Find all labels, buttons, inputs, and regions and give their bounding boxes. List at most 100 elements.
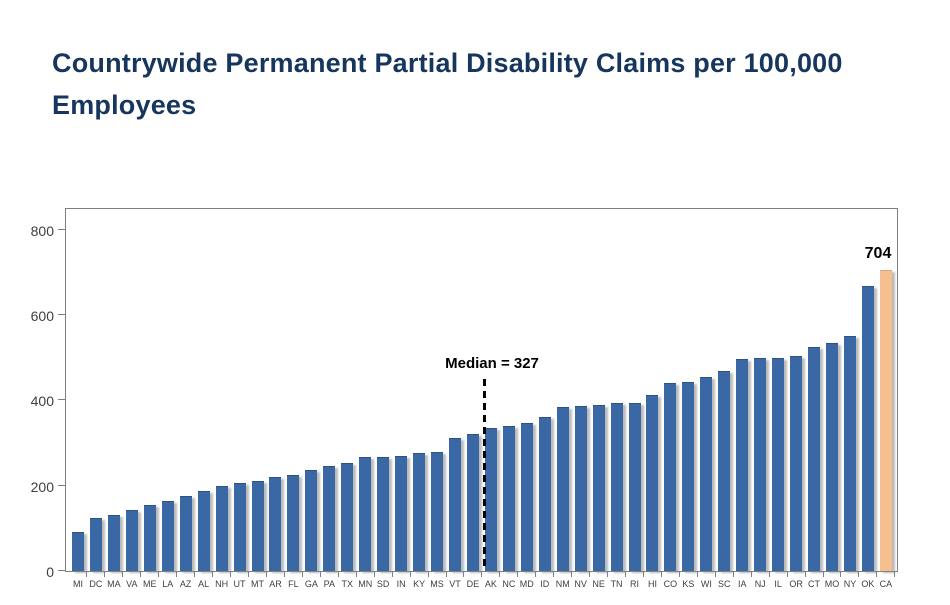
bar-WI (700, 377, 713, 571)
bar-slot: NJ (751, 209, 770, 589)
bar-slot: NC (500, 209, 519, 589)
x-axis-label: NE (592, 579, 605, 589)
x-axis-label: MA (107, 579, 121, 589)
bar-IN (395, 455, 408, 571)
y-axis-tick (58, 484, 66, 486)
bar-slot: IL (769, 209, 788, 589)
bar-slot: MI (69, 209, 88, 589)
bar-slot: AL (195, 209, 214, 589)
x-axis-label: FL (288, 579, 299, 589)
y-axis-tick (58, 570, 66, 571)
bar-slot: AZ (177, 209, 196, 589)
bar-PA (323, 466, 336, 571)
x-axis-label: IA (737, 579, 747, 589)
bar-MN (359, 457, 372, 571)
x-axis-label: MN (358, 579, 373, 589)
x-axis-label: KY (413, 579, 426, 589)
bar-MT (251, 480, 264, 571)
x-axis-label: ID (540, 579, 550, 589)
bar-IA (736, 358, 749, 571)
y-axis-tick (58, 399, 66, 401)
bar-slot: OK (859, 209, 878, 589)
bar-slot: IA (733, 209, 752, 589)
x-axis-label: WI (700, 579, 712, 589)
bar-CA (879, 269, 892, 571)
bar-GA (305, 469, 318, 571)
bar-ID (538, 416, 551, 571)
x-axis-label: IL (774, 579, 782, 589)
bar-KY (413, 452, 426, 571)
x-axis-label: OR (789, 579, 803, 589)
x-axis-label: MS (430, 579, 444, 589)
bar-slot: MS (428, 209, 447, 589)
bar-slot: NY (841, 209, 860, 589)
bar-MI (71, 531, 84, 571)
max-value-label: 704 (864, 245, 892, 262)
bar-KS (682, 381, 695, 571)
bar-slot: MD (518, 209, 537, 589)
x-axis-label: NM (555, 579, 570, 589)
bar-slot: DE (464, 209, 483, 589)
x-axis-label: AK (484, 579, 497, 589)
bar-AZ (179, 496, 192, 571)
bar-slot: SC (715, 209, 734, 589)
bar-MA (107, 515, 120, 571)
x-axis-label: NY (843, 579, 857, 589)
bar-CO (664, 383, 677, 571)
bar-slot: IN (392, 209, 411, 589)
bar-slot: AK (482, 209, 501, 589)
bar-slot: NH (213, 209, 232, 589)
x-axis-label: MO (824, 579, 840, 589)
bar-FL (287, 475, 300, 571)
bar-slot: VA (123, 209, 142, 589)
x-axis-label: NJ (754, 579, 766, 589)
x-axis-label: MI (72, 579, 83, 589)
page-title: Countrywide Permanent Partial Disability… (52, 48, 843, 120)
x-axis-label: PA (323, 579, 335, 589)
x-axis-label: DE (466, 579, 480, 589)
bar-UT (233, 483, 246, 571)
bar-slot: ME (141, 209, 160, 589)
bar-slot: UT (231, 209, 249, 589)
bar-slot: CO (661, 209, 680, 589)
bar-NV (574, 406, 587, 571)
bar-slot: DC (87, 209, 106, 589)
bar-VT (448, 437, 461, 571)
x-axis-label: NH (215, 579, 229, 589)
bar-AR (269, 476, 282, 571)
x-axis-label: CO (663, 579, 678, 589)
bar-VA (125, 510, 138, 571)
bar-slot: ID (536, 209, 555, 589)
x-axis-label: CT (808, 579, 821, 589)
x-axis-label: TN (610, 579, 623, 589)
x-axis-label: HI (647, 579, 657, 589)
x-axis-label: GA (304, 579, 318, 589)
bar-slot: AR (266, 209, 285, 589)
bar-slot: GA (302, 209, 321, 589)
x-axis-label: OK (861, 579, 875, 589)
bar-NY (843, 336, 856, 571)
bar-slot: MO (823, 209, 842, 589)
bar-IL (772, 357, 785, 571)
bar-slot: MN (356, 209, 375, 589)
bar-MO (826, 342, 838, 571)
y-axis-tick (58, 314, 66, 316)
bar-HI (646, 395, 659, 571)
y-axis-label: 400 (30, 393, 54, 410)
x-axis-label: DC (89, 579, 103, 589)
x-axis-label: ME (143, 579, 157, 589)
x-axis-label: NV (574, 579, 587, 589)
bar-NC (502, 425, 515, 571)
x-axis-label: VA (126, 579, 138, 589)
x-axis-label: SD (376, 579, 390, 589)
bar-AL (197, 490, 210, 571)
bar-NJ (754, 358, 767, 571)
y-axis-tick (58, 228, 66, 230)
bar-slot: KS (679, 209, 698, 589)
x-axis-label: CA (879, 579, 893, 589)
bar-SD (377, 456, 390, 571)
x-axis-label: UT (233, 579, 246, 589)
bar-MS (431, 451, 444, 571)
x-axis-label: AR (269, 579, 282, 589)
